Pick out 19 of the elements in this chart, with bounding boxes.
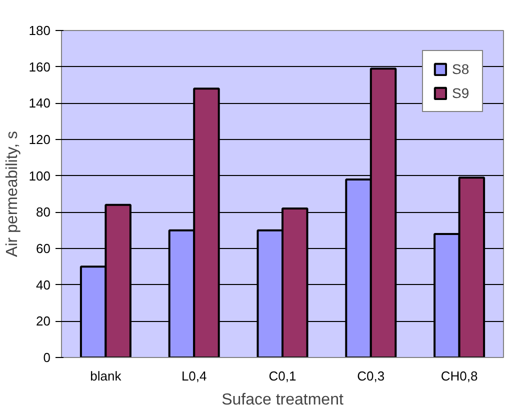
- x-tick-label: L0,4: [181, 368, 207, 384]
- y-tick-label: 140: [28, 96, 51, 111]
- y-tick-label: 40: [36, 277, 51, 292]
- x-axis-title: Suface treatment: [222, 392, 344, 408]
- y-tick-label: 80: [36, 204, 51, 220]
- legend-label: S9: [452, 85, 470, 101]
- legend-label: S8: [452, 61, 470, 77]
- y-tick-label: 180: [28, 23, 51, 38]
- x-tick-label: C0,1: [268, 368, 296, 384]
- x-tick-label: CH0,8: [440, 368, 478, 384]
- y-tick-label: 100: [28, 168, 51, 184]
- y-tick-label: 120: [28, 132, 51, 147]
- y-tick-label: 60: [36, 241, 51, 256]
- y-tick-label: 0: [43, 350, 51, 365]
- x-tick-label: blank: [90, 368, 122, 384]
- y-axis-title: Air permeability, s: [4, 131, 21, 257]
- x-tick-label: C0,3: [357, 368, 385, 384]
- y-tick-label: 160: [28, 59, 51, 74]
- y-tick-label: 20: [36, 314, 51, 329]
